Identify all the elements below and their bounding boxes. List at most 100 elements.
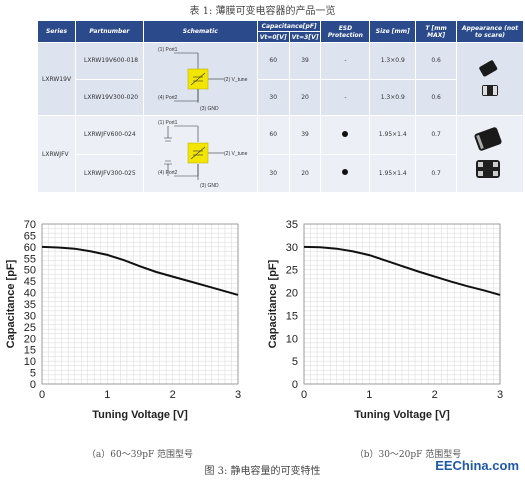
chart-b: 0 5 10 15 20 25 30 35 0 1 2 3 Tuning Voltage [V] Capa… (267, 219, 503, 421)
appearance-cell (456, 42, 524, 116)
y-tick-label: 65 (24, 230, 36, 242)
chart-a-caption: （a）60～39pF 范围型号 (86, 450, 194, 460)
schematic-port2-label: (4) Port2 (158, 95, 178, 101)
y-tick-label: 50 (24, 265, 36, 277)
y-tick-label: 40 (24, 288, 36, 300)
schematic-cell: (1) Port1 (4) Port2 (2) V_tune (3) GND (142, 42, 258, 116)
esd-cell: - (320, 78, 371, 116)
x-tick-label: 2 (432, 389, 438, 401)
product-table: Series Partnumber Schematic Capacitance[… (37, 20, 524, 193)
partnumber-cell: LXRWJFV600-024 (74, 115, 144, 155)
table-header-row: Series Partnumber Schematic Capacitance[… (37, 20, 524, 43)
y-tick-label: 30 (24, 310, 36, 322)
header-schematic: Schematic (142, 20, 258, 43)
header-vt3: Vt=3[V] (288, 31, 322, 43)
partnumber-cell: LXRW19V300-020 (74, 78, 144, 116)
x-tick-label: 1 (104, 389, 110, 401)
y-tick-label: 45 (24, 276, 36, 288)
schematic-port1-label: (1) Port1 (158, 47, 178, 53)
y-tick-label: 25 (286, 265, 298, 277)
header-partnumber: Partnumber (74, 20, 144, 43)
y-tick-label: 10 (24, 356, 36, 368)
t-cell: 0.6 (415, 42, 457, 80)
table-row: LXRW19V300-020 30 20 - 1.3×0.9 0.6 (38, 78, 524, 116)
y-tick-label: 30 (286, 242, 298, 254)
x-axis-label: Tuning Voltage [V] (354, 409, 450, 421)
vt3-cell: 20 (288, 78, 322, 116)
series-line (41, 245, 239, 296)
header-size: Size [mm] (369, 20, 417, 43)
esd-cell (320, 153, 371, 193)
x-tick-label: 3 (497, 389, 503, 401)
schematic-gnd-label: (3) GND (200, 183, 219, 189)
schematic-diagram: (1) Port1 (4) Port2 (2) V_tune (3) GND (158, 120, 248, 189)
schematic-port1-label: (1) Port1 (158, 120, 178, 126)
y-tick-label: 5 (292, 356, 298, 368)
appearance-cell (456, 115, 524, 193)
chart-b-caption: （b）30～20pF 范围型号 (354, 450, 462, 460)
x-axis-label: Tuning Voltage [V] (92, 409, 188, 421)
y-axis-label: Capacitance [pF] (5, 259, 17, 348)
header-esd: ESD Protection (320, 20, 371, 43)
y-tick-label: 60 (24, 242, 36, 254)
series-cell: LXRWJFV (37, 115, 76, 193)
y-tick-label: 15 (286, 310, 298, 322)
header-appearance: Appearance (not to scare) (456, 20, 524, 43)
series-line (303, 245, 501, 296)
table-row: LXRWJFV300-025 30 20 1.95×1.4 0.7 (38, 153, 524, 193)
y-tick-label: 5 (30, 368, 36, 380)
plot-frame (41, 223, 239, 385)
header-capacitance: Capacitance[pF] (256, 20, 322, 32)
schematic-vtune-label: (2) V_tune (224, 77, 248, 83)
y-tick-label: 20 (24, 333, 36, 345)
size-cell: 1.95×1.4 (369, 115, 417, 155)
y-tick-label: 70 (24, 219, 36, 231)
table-caption: 表 1: 薄膜可变电容器的产品一览 (189, 6, 336, 17)
table-row: LXRWJFV LXRWJFV600-024 (37, 115, 524, 193)
figure-caption: 图 3: 静电容量的可变特性 (204, 466, 321, 477)
partnumber-cell: LXRWJFV300-025 (74, 153, 144, 193)
y-tick-label: 35 (24, 299, 36, 311)
y-tick-label: 0 (30, 379, 36, 391)
appearance-19v-icon (479, 60, 498, 96)
plot-frame (303, 223, 501, 385)
x-tick-label: 2 (170, 389, 176, 401)
vt0-cell: 30 (256, 78, 290, 116)
header-t: T [mm MAX] (415, 20, 457, 43)
schematic-diagram: (1) Port1 (4) Port2 (2) V_tune (3) GND (158, 47, 248, 112)
x-tick-label: 0 (301, 389, 307, 401)
y-tick-label: 0 (292, 379, 298, 391)
size-cell: 1.95×1.4 (369, 153, 417, 193)
x-tick-label: 1 (366, 389, 372, 401)
chart-b-container: 0 5 10 15 20 25 30 35 0 1 2 3 Tuning Voltage [V] Capa… (262, 210, 524, 434)
esd-cell: - (320, 42, 371, 80)
vt3-cell: 20 (288, 153, 322, 193)
t-cell: 0.6 (415, 78, 457, 116)
schematic-cell: (1) Port1 (4) Port2 (2) V_tune (3) GND (142, 115, 258, 193)
x-tick-label: 0 (39, 389, 45, 401)
x-tick-label: 3 (235, 389, 241, 401)
vt0-cell: 60 (256, 42, 290, 80)
y-axis-label: Capacitance [pF] (267, 259, 279, 348)
y-tick-label: 20 (286, 288, 298, 300)
table-row: LXRW19V LXRW19V600-018 (37, 42, 524, 116)
chart-a-container: 0 5 10 15 20 25 30 35 40 45 50 55 60 65 70 0 1 2 3 Tuning V… (0, 210, 262, 434)
t-cell: 0.7 (415, 153, 457, 193)
schematic-gnd-label: (3) GND (200, 106, 219, 112)
watermark: EEChina.com (435, 458, 519, 473)
esd-dot-icon (342, 130, 349, 137)
y-tick-label: 55 (24, 253, 36, 265)
y-tick-label: 35 (286, 219, 298, 231)
y-tick-label: 25 (24, 322, 36, 334)
vt3-cell: 39 (288, 115, 322, 155)
partnumber-cell: LXRW19V600-018 (74, 42, 144, 80)
y-tick-label: 15 (24, 345, 36, 357)
vt3-cell: 39 (288, 42, 322, 80)
t-cell: 0.7 (415, 115, 457, 155)
y-tick-label: 10 (286, 333, 298, 345)
size-cell: 1.3×0.9 (369, 78, 417, 116)
esd-dot-icon (342, 169, 349, 176)
vt0-cell: 60 (256, 115, 290, 155)
schematic-vtune-label: (2) V_tune (224, 151, 248, 157)
